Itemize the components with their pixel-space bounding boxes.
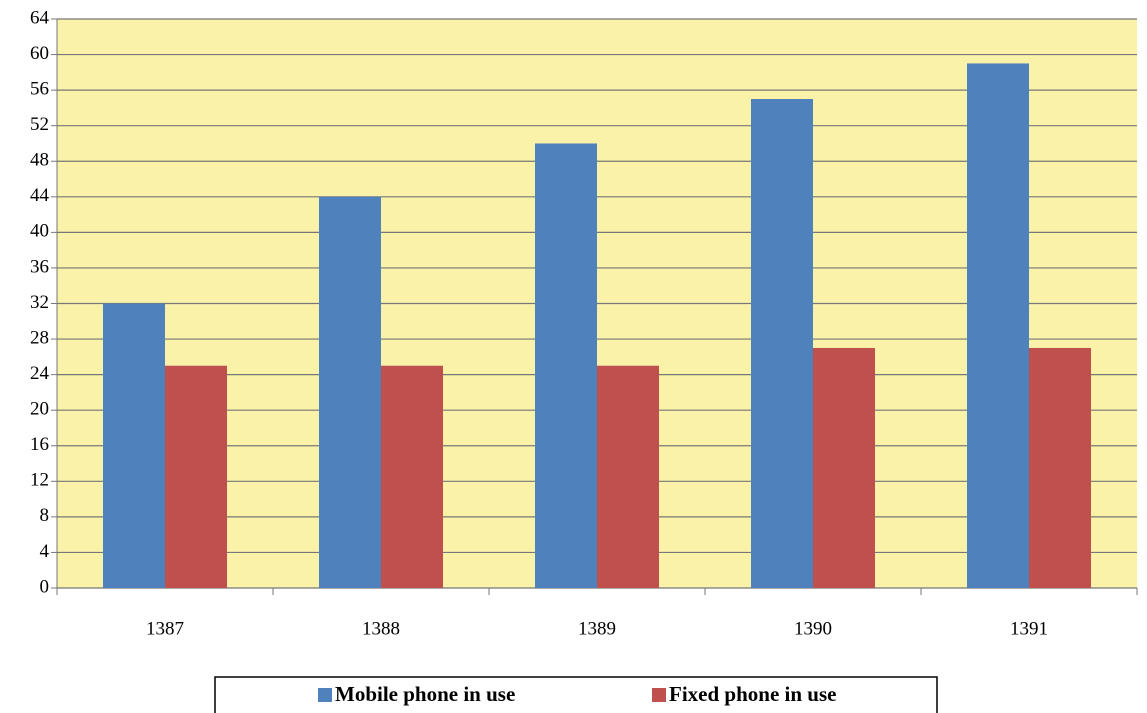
y-tick-label: 44 <box>30 185 50 206</box>
y-tick-label: 0 <box>40 576 50 597</box>
bar <box>967 63 1029 588</box>
y-tick-label: 52 <box>30 114 49 135</box>
bar <box>165 365 227 588</box>
y-tick-label: 12 <box>30 470 49 491</box>
x-tick-label: 1390 <box>794 618 832 639</box>
y-tick-label: 56 <box>30 78 49 99</box>
y-tick-label: 24 <box>30 363 50 384</box>
y-tick-label: 40 <box>30 221 49 242</box>
legend-box <box>214 676 938 713</box>
bar <box>381 365 443 588</box>
y-tick-label: 8 <box>40 505 50 526</box>
bar <box>103 303 165 588</box>
y-tick-label: 20 <box>30 399 49 420</box>
y-tick-label: 60 <box>30 43 49 64</box>
legend-swatch <box>318 688 332 702</box>
x-tick-label: 1388 <box>362 618 400 639</box>
y-tick-label: 16 <box>30 434 49 455</box>
y-tick-label: 4 <box>40 541 50 562</box>
y-tick-label: 36 <box>30 256 49 277</box>
x-tick-label: 1387 <box>146 618 184 639</box>
legend-label: Fixed phone in use <box>669 682 836 706</box>
y-tick-label: 32 <box>30 292 49 313</box>
y-tick-label: 28 <box>30 327 49 348</box>
legend-swatch <box>652 688 666 702</box>
x-tick-label: 1389 <box>578 618 616 639</box>
bar <box>535 143 597 588</box>
bar <box>319 196 381 588</box>
bar <box>751 99 813 588</box>
y-tick-label: 48 <box>30 150 49 171</box>
bar <box>1029 347 1091 588</box>
x-tick-label: 1391 <box>1010 618 1048 639</box>
bar <box>597 365 659 588</box>
bar <box>813 347 875 588</box>
legend-label: Mobile phone in use <box>335 682 515 706</box>
y-tick-label: 64 <box>30 7 50 28</box>
